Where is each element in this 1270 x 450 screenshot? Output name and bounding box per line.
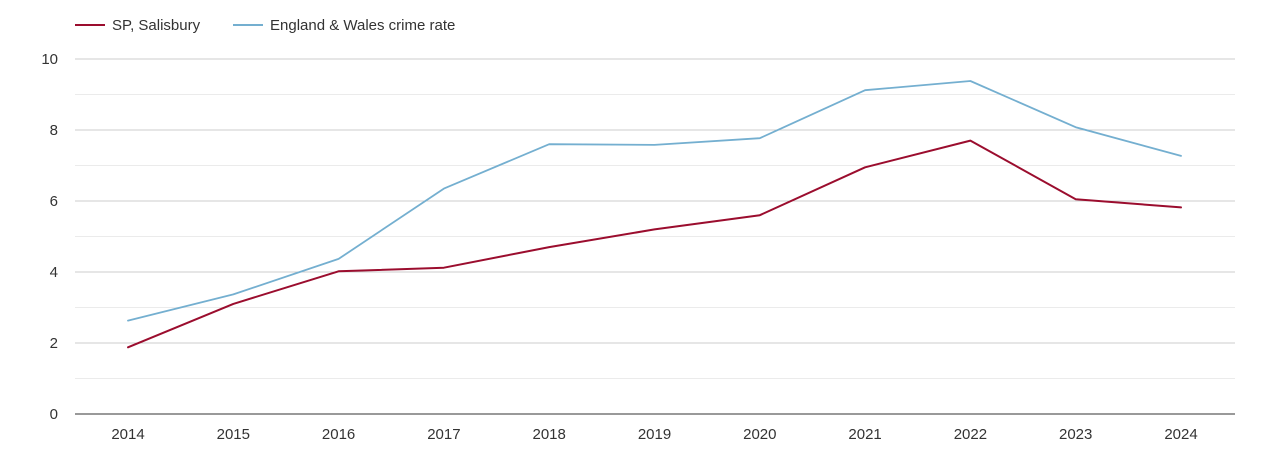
x-tick-label: 2019 (638, 426, 671, 443)
x-tick-label: 2018 (533, 426, 566, 443)
x-tick-label: 2022 (954, 426, 987, 443)
x-tick-label: 2014 (111, 426, 144, 443)
y-tick-label: 8 (50, 122, 58, 139)
y-tick-label: 2 (50, 335, 58, 352)
x-tick-label: 2021 (848, 426, 881, 443)
gridlines (75, 58, 1235, 379)
x-axis-ticks: 2014 2015 2016 2017 2018 2019 2020 2021 2022 2023… (111, 426, 1197, 443)
series-lines (127, 80, 1182, 349)
x-tick-label: 2015 (217, 426, 250, 443)
legend-label-salisbury: SP, Salisbury (112, 17, 201, 34)
y-tick-label: 4 (50, 264, 58, 281)
x-tick-label: 2024 (1164, 426, 1197, 443)
y-tick-label: 10 (41, 51, 58, 68)
y-tick-label: 0 (50, 406, 58, 423)
legend: SP, Salisbury England & Wales crime rate (75, 17, 455, 34)
legend-item-salisbury[interactable]: SP, Salisbury (75, 17, 201, 34)
x-tick-label: 2016 (322, 426, 355, 443)
series-line-salisbury[interactable] (127, 139, 1182, 349)
y-axis-ticks: 0 2 4 6 8 10 (41, 51, 58, 423)
legend-item-england-wales[interactable]: England & Wales crime rate (233, 17, 455, 34)
x-tick-label: 2020 (743, 426, 776, 443)
y-tick-label: 6 (50, 193, 58, 210)
series-line-england-wales[interactable] (127, 80, 1182, 322)
legend-label-england-wales: England & Wales crime rate (270, 17, 455, 34)
x-tick-label: 2023 (1059, 426, 1092, 443)
x-tick-label: 2017 (427, 426, 460, 443)
